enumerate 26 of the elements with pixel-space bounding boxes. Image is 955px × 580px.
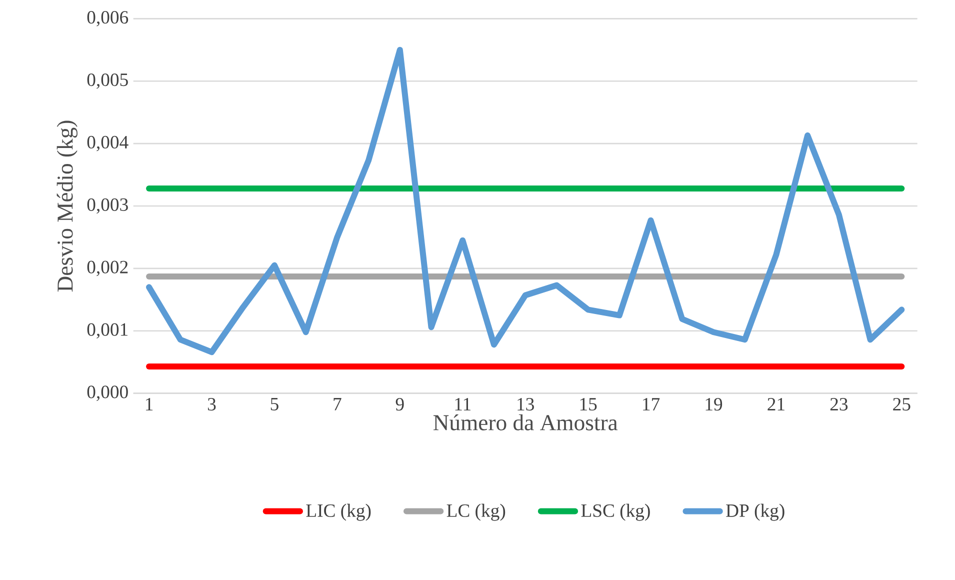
x-tick-label: 11 bbox=[455, 398, 470, 410]
x-tick-label: 5 bbox=[270, 398, 278, 410]
x-tick-label: 17 bbox=[643, 398, 660, 410]
y-tick-label: 0,005 bbox=[87, 73, 128, 89]
y-tick-label: 0,001 bbox=[87, 323, 128, 339]
x-axis-title: Número da Amostra bbox=[433, 414, 618, 430]
x-tick-label: 7 bbox=[334, 398, 342, 410]
y-tick-label: 0,000 bbox=[87, 386, 128, 401]
legend-label: LC (kg) bbox=[446, 504, 506, 521]
legend-label: LIC (kg) bbox=[306, 504, 371, 521]
legend-label: LSC (kg) bbox=[581, 504, 650, 521]
x-tick-label: 3 bbox=[208, 398, 216, 411]
x-tick-label: 19 bbox=[706, 398, 722, 411]
x-tick-label: 23 bbox=[830, 398, 848, 411]
y-tick-label: 0,004 bbox=[87, 136, 128, 152]
y-tick-label: 0,002 bbox=[87, 260, 128, 276]
y-axis-title: Desvio Médio (kg) bbox=[56, 120, 78, 292]
x-tick-label: 13 bbox=[518, 398, 534, 411]
y-tick-label: 0,006 bbox=[87, 11, 128, 26]
x-tick-label: 25 bbox=[893, 398, 910, 411]
x-tick-label: 1 bbox=[146, 398, 153, 410]
x-tick-label: 15 bbox=[580, 398, 597, 411]
y-tick-label: 0,003 bbox=[87, 198, 128, 214]
x-tick-label: 9 bbox=[396, 398, 404, 411]
x-tick-label: 21 bbox=[768, 398, 784, 410]
legend-label: DP (kg) bbox=[726, 504, 784, 521]
